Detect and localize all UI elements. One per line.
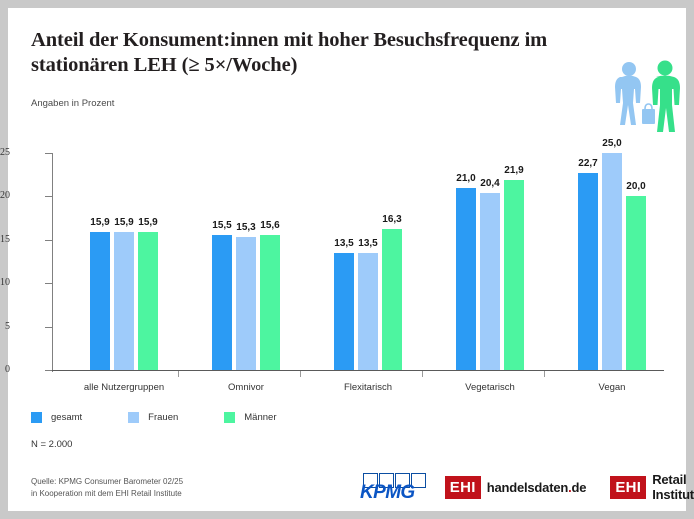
y-axis-tick-label: 0	[5, 364, 10, 375]
chart-card: Anteil der Konsument:innen mit hoher Bes…	[0, 8, 694, 511]
x-axis-line	[52, 370, 664, 371]
bar	[212, 235, 232, 370]
handelsdaten-wordmark: handelsdaten.de	[486, 479, 587, 495]
source-line-1: Quelle: KPMG Consumer Barometer 02/25	[31, 477, 184, 486]
x-axis-tick	[422, 371, 423, 377]
y-axis-tick-label: 25	[0, 147, 10, 158]
legend-label: gesamt	[51, 412, 83, 423]
y-axis-tick-label: 10	[0, 277, 10, 289]
sample-size-label: N = 2.000	[31, 439, 73, 450]
logo-strip: KPMG EHI handelsdaten.de EHI Retail Inst…	[360, 470, 694, 504]
bar-value-label: 15,3	[236, 222, 256, 234]
bar	[138, 232, 158, 370]
y-axis-tick	[45, 326, 52, 328]
bar	[578, 172, 598, 370]
bar	[626, 196, 646, 370]
bar	[504, 179, 524, 370]
ehi-mark-icon: EHI	[444, 475, 481, 499]
bar-value-label: 15,9	[114, 216, 134, 228]
legend-item[interactable]: gesamt	[31, 412, 82, 423]
kpmg-wordmark: KPMG	[360, 482, 415, 503]
y-axis-tick	[45, 239, 52, 241]
x-axis-category-label: Omnivor	[228, 382, 264, 393]
chart-subtitle: Angaben in Prozent	[31, 98, 115, 109]
kpmg-squares-icon	[363, 473, 427, 488]
legend-label: Männer	[244, 412, 277, 423]
x-axis-category-label: Vegetarisch	[465, 382, 515, 393]
bar-value-label: 20,0	[626, 181, 646, 193]
legend-swatch	[224, 412, 236, 423]
x-axis-category-label: alle Nutzergruppen	[83, 382, 165, 393]
y-axis-tick-label: 5	[5, 320, 10, 332]
bar-value-label: 15,6	[260, 219, 280, 231]
bar	[260, 234, 280, 370]
bar-value-label: 22,7	[578, 157, 598, 169]
bar-value-label: 15,9	[138, 216, 158, 228]
legend-item[interactable]: Frauen	[128, 412, 178, 423]
x-axis-tick	[178, 371, 179, 377]
bar-value-label: 15,5	[212, 220, 232, 232]
bar	[90, 232, 110, 370]
y-axis-tick	[45, 283, 52, 285]
bar	[456, 187, 476, 370]
chart-legend: gesamt Frauen Männer	[31, 412, 322, 423]
bar-value-label: 21,9	[504, 164, 524, 176]
bar-value-label: 13,5	[358, 237, 378, 249]
bar	[602, 153, 622, 370]
bar	[236, 237, 256, 370]
x-axis-category-label: Vegan	[598, 382, 626, 393]
source-note: Quelle: KPMG Consumer Barometer 02/25 in…	[31, 476, 183, 500]
y-axis-tick-label: 15	[0, 233, 10, 245]
bar	[480, 192, 500, 370]
legend-label: Frauen	[148, 412, 179, 423]
bar-value-label: 25,0	[602, 138, 622, 149]
bar	[334, 252, 354, 370]
x-axis-tick	[544, 371, 545, 377]
bar	[114, 232, 134, 370]
bar-value-label: 16,3	[382, 213, 402, 225]
bar	[382, 228, 402, 370]
bar-value-label: 21,0	[456, 172, 476, 184]
bar	[358, 252, 378, 370]
y-axis-tick	[45, 196, 52, 198]
y-axis-tick	[45, 153, 52, 154]
shoppers-illustration	[615, 60, 680, 132]
ehi-mark-icon-2: EHI	[610, 475, 647, 499]
kpmg-logo: KPMG	[360, 471, 426, 503]
source-line-2: in Kooperation mit dem EHI Retail Instit…	[31, 489, 182, 498]
page-title: Anteil der Konsument:innen mit hoher Bes…	[31, 29, 548, 76]
legend-item[interactable]: Männer	[224, 412, 276, 423]
y-axis-tick	[45, 370, 52, 371]
bar-value-label: 13,5	[334, 237, 354, 249]
legend-swatch	[31, 412, 42, 423]
y-axis-tick-label: 20	[0, 190, 10, 202]
ehi-retail-institute-logo: EHI Retail Institute®	[610, 472, 694, 502]
bar-value-label: 15,9	[90, 216, 110, 228]
x-axis-tick	[300, 371, 301, 377]
bar-chart-plot: 0 5 10 15 20 25 alle Nutzergruppen Omnivor Flex…	[0, 138, 664, 393]
legend-swatch	[128, 412, 140, 423]
ehi-handelsdaten-logo: EHI handelsdaten.de	[444, 475, 587, 499]
bar-value-label: 20,4	[480, 177, 500, 189]
x-axis-category-label: Flexitarisch	[343, 382, 393, 393]
retail-institute-wordmark: Retail Institute®	[652, 472, 694, 502]
y-axis-line	[52, 153, 53, 372]
